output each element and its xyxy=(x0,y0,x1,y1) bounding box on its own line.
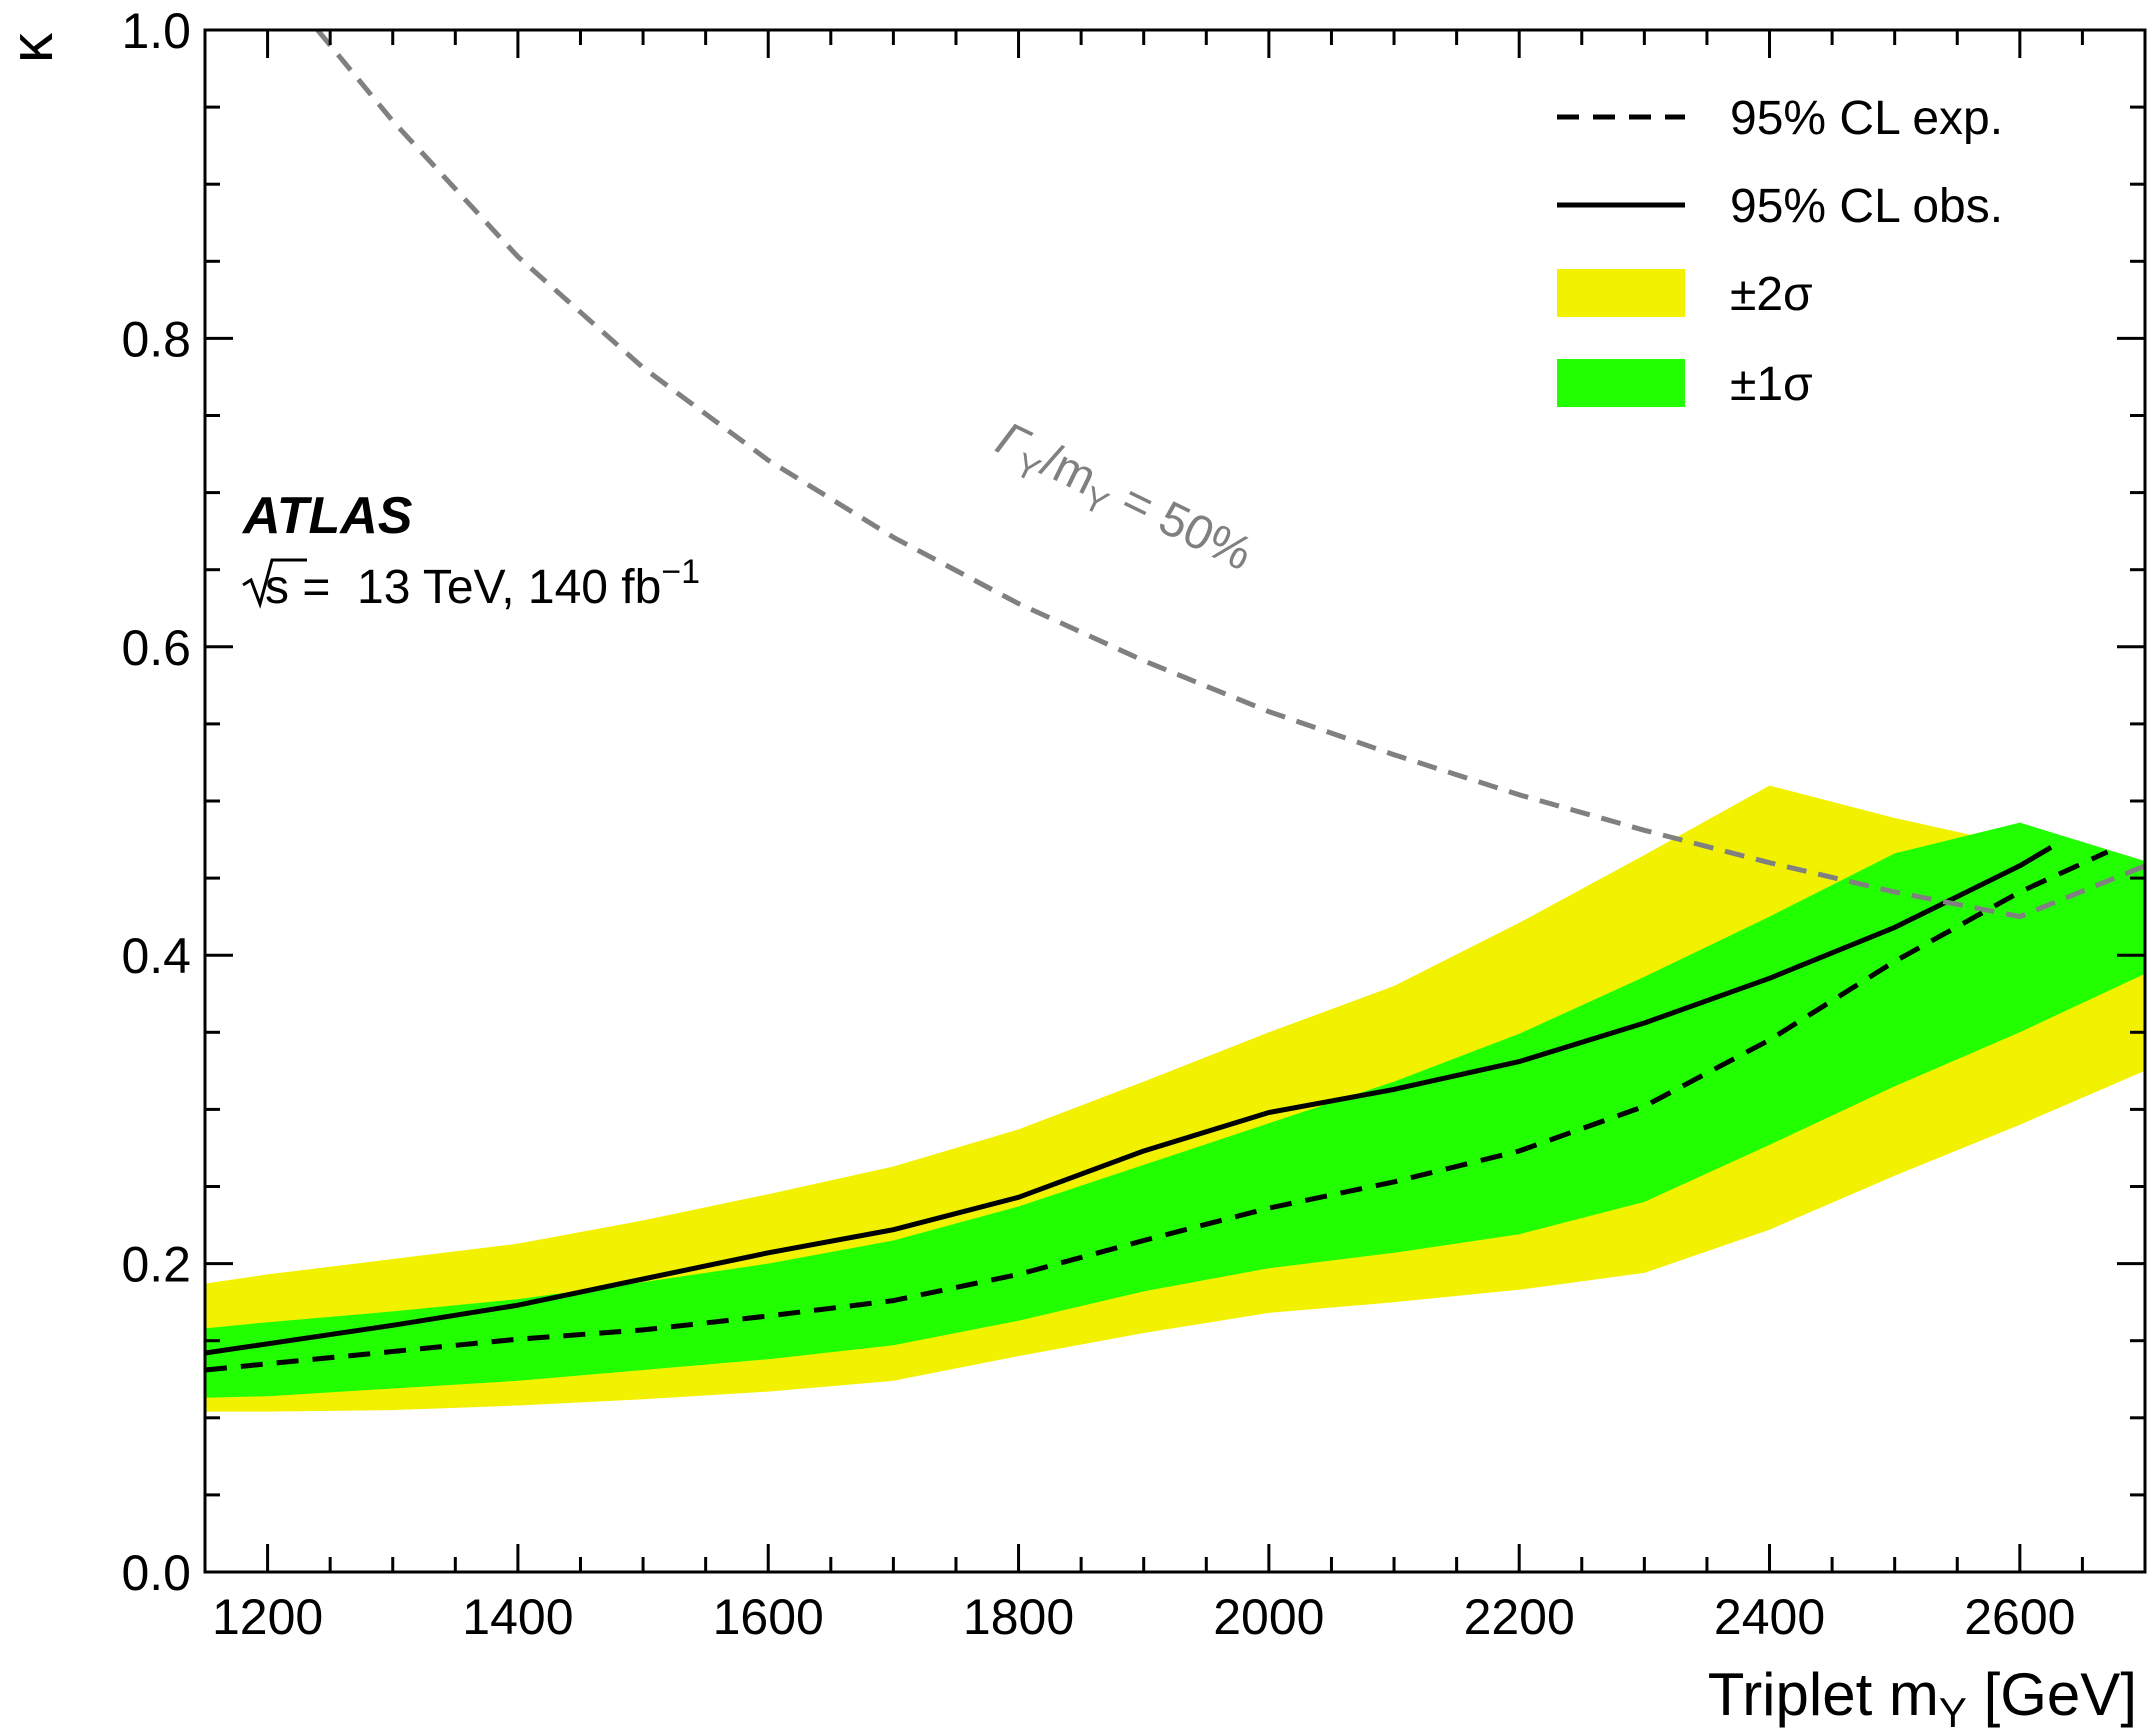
uncertainty-bands xyxy=(205,785,2145,1412)
y-tick-label: 0.4 xyxy=(121,928,191,984)
expected-limit-line xyxy=(205,849,2109,1373)
x-tick-label: 1200 xyxy=(212,1589,323,1645)
experiment-label: ATLAS xyxy=(241,487,413,545)
lumi-exponent: −1 xyxy=(661,553,700,591)
x-tick-label: 1800 xyxy=(963,1589,1074,1645)
x-tick-label: 1600 xyxy=(713,1589,824,1645)
legend: 95% CL exp. 95% CL obs. ±2σ ±1σ xyxy=(1557,92,2003,411)
y-tick-label: 0.0 xyxy=(121,1545,191,1601)
legend-label: ±2σ xyxy=(1730,268,1813,321)
sqrt-symbol-icon xyxy=(242,558,307,609)
y-axis-label: κ xyxy=(0,32,65,63)
x-tick-label: 2000 xyxy=(1213,1589,1324,1645)
energy-value: = 13 TeV, 140 fb xyxy=(289,561,661,614)
y-tick-label: 0.8 xyxy=(121,311,191,367)
y-tick-label: 0.6 xyxy=(121,620,191,676)
x-tick-label: 2200 xyxy=(1464,1589,1575,1645)
band-1sigma xyxy=(205,822,2145,1398)
energy-s: s xyxy=(265,561,289,614)
width-50pct-line xyxy=(315,30,2145,920)
legend-label: 95% CL obs. xyxy=(1730,180,2003,233)
x-axis-label: Triplet mY [GeV] xyxy=(1708,1661,2137,1735)
legend-label: 95% CL exp. xyxy=(1730,92,2003,145)
x-tick-label: 2400 xyxy=(1714,1589,1825,1645)
x-axis-label-subscript: Y xyxy=(1939,1689,1967,1735)
x-tick-label: 2600 xyxy=(1964,1589,2075,1645)
y-tick-label: 1.0 xyxy=(121,3,191,59)
x-axis-label-unit: [GeV] xyxy=(1967,1661,2137,1728)
limit-curves xyxy=(205,30,2145,1373)
x-axis-label-main: Triplet m xyxy=(1708,1661,1939,1728)
band-2sigma xyxy=(205,785,2145,1412)
legend-swatch-2sigma xyxy=(1557,269,1685,317)
legend-swatch-1sigma xyxy=(1557,359,1685,407)
legend-label: ±1σ xyxy=(1730,358,1813,411)
energy-lumi-label: s = 13 TeV, 140 fb−1 xyxy=(242,553,700,614)
axis-ticks: 1200 1400 1600 1800 2000 2200 2400 2600 0.0 0.2 0.… xyxy=(121,3,2147,1645)
observed-limit-line xyxy=(205,845,2053,1356)
energy-lumi-text: s = 13 TeV, 140 fb−1 xyxy=(265,553,700,614)
x-tick-label: 1400 xyxy=(462,1589,573,1645)
y-tick-label: 0.2 xyxy=(121,1237,191,1293)
